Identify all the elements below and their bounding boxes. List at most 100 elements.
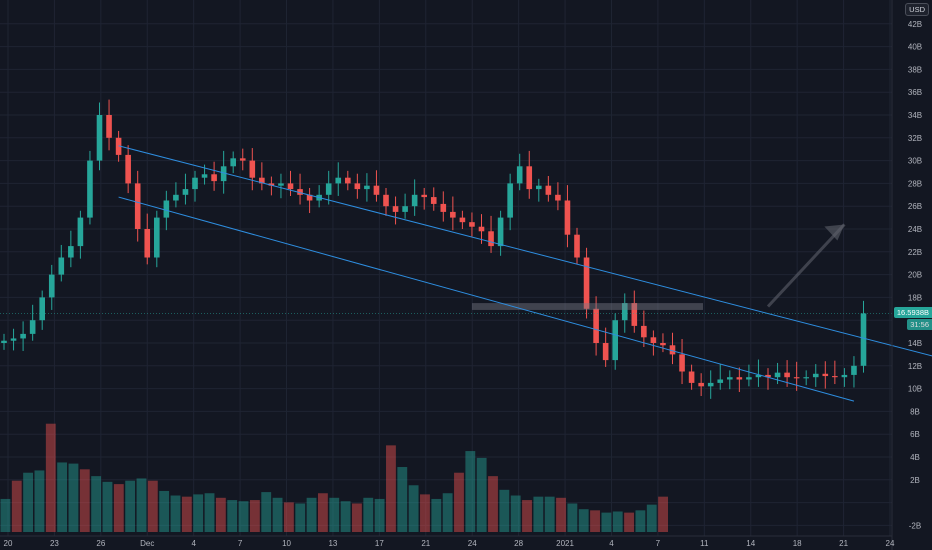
channel-upper-line bbox=[118, 145, 932, 357]
candle-body bbox=[68, 246, 74, 258]
candle-body bbox=[727, 377, 733, 380]
candle-body bbox=[39, 297, 45, 321]
candle bbox=[660, 333, 666, 353]
candle bbox=[402, 193, 408, 219]
candle bbox=[154, 210, 160, 268]
candle bbox=[631, 290, 638, 333]
candle bbox=[641, 310, 647, 347]
candle bbox=[574, 227, 580, 265]
volume-bar bbox=[442, 493, 453, 532]
volume-bar bbox=[204, 493, 215, 532]
volume-bar bbox=[510, 495, 521, 532]
candle-body bbox=[621, 303, 628, 321]
candle bbox=[392, 196, 399, 225]
price-axis[interactable]: -2B 2B 4B 6B 8B 10B 12B 14B 18B 20B 22B 24B 26B 28B 30… bbox=[891, 0, 922, 550]
candle-body bbox=[411, 194, 418, 207]
candle bbox=[230, 151, 236, 174]
volume-bar bbox=[499, 489, 510, 532]
time-tick-label: 17 bbox=[375, 539, 384, 548]
candle-body bbox=[58, 257, 65, 275]
candle-body bbox=[526, 166, 533, 190]
time-tick-label: 26 bbox=[96, 539, 105, 548]
price-tick-label: 2B bbox=[910, 476, 920, 485]
price-tick-label: 8B bbox=[910, 407, 920, 416]
candle bbox=[507, 173, 513, 231]
volume-bar bbox=[544, 496, 555, 532]
candle-body bbox=[746, 377, 752, 380]
candle bbox=[688, 364, 695, 390]
candle-body bbox=[345, 177, 351, 184]
candle-body bbox=[335, 177, 342, 184]
candle-body bbox=[1, 340, 7, 343]
volume-bar bbox=[272, 497, 283, 532]
candle-body bbox=[306, 194, 313, 201]
volume-bar bbox=[624, 512, 634, 532]
annotations bbox=[0, 145, 932, 402]
candle bbox=[125, 145, 131, 194]
price-tick-label: 38B bbox=[908, 65, 922, 74]
candle bbox=[602, 327, 609, 367]
resistance-zone bbox=[471, 303, 703, 310]
candle bbox=[430, 187, 437, 211]
time-tick-label: 7 bbox=[238, 539, 243, 548]
candle bbox=[727, 370, 733, 390]
time-axis[interactable]: 20 23 26 Dec 4 7 10 13 17 21 24 28 2021 4 7 11 14 18 21 24 bbox=[0, 535, 895, 548]
candle-body bbox=[679, 354, 685, 372]
candle-body bbox=[660, 343, 666, 346]
candle bbox=[211, 161, 217, 191]
volume-bar bbox=[567, 503, 578, 532]
time-tick-label: 21 bbox=[421, 539, 430, 548]
time-tick-label: Dec bbox=[140, 539, 154, 548]
volume-bar bbox=[476, 457, 487, 532]
volume-bar bbox=[488, 476, 498, 532]
candle bbox=[68, 230, 74, 268]
candle-body bbox=[77, 217, 84, 247]
volume-bar bbox=[601, 512, 612, 532]
candle-body bbox=[555, 194, 561, 201]
time-tick-label: 20 bbox=[4, 539, 13, 548]
volume-bar bbox=[578, 509, 589, 532]
volume-bar bbox=[352, 503, 362, 532]
volume-bar bbox=[408, 485, 419, 532]
candle bbox=[822, 361, 829, 389]
candle bbox=[10, 328, 17, 351]
candle-body bbox=[87, 160, 93, 218]
candle bbox=[345, 170, 351, 191]
candle bbox=[545, 175, 552, 202]
candle bbox=[459, 210, 466, 229]
candle-body bbox=[717, 379, 724, 383]
candle-body bbox=[392, 206, 399, 212]
candle-body bbox=[230, 158, 236, 167]
price-tick-label: 14B bbox=[908, 339, 922, 348]
candle-body bbox=[249, 160, 256, 178]
candle bbox=[182, 173, 189, 205]
candle bbox=[106, 99, 112, 151]
price-tick-label: 36B bbox=[908, 88, 922, 97]
candle bbox=[1, 333, 7, 350]
time-tick-label: 4 bbox=[609, 539, 614, 548]
currency-label[interactable]: USD bbox=[905, 3, 929, 16]
price-tick-label: 32B bbox=[908, 134, 922, 143]
volume-bar bbox=[612, 511, 623, 532]
candle bbox=[268, 176, 275, 196]
candle-body bbox=[793, 377, 800, 379]
candle-body bbox=[364, 185, 370, 190]
volume-bar bbox=[79, 469, 90, 532]
candle-body bbox=[631, 303, 638, 326]
candle bbox=[555, 182, 561, 211]
candles bbox=[1, 99, 867, 399]
volume-bar bbox=[102, 481, 113, 532]
candle-body bbox=[440, 203, 447, 212]
candle-body bbox=[201, 174, 208, 178]
time-tick-label: 10 bbox=[282, 539, 291, 548]
price-tick-label: 18B bbox=[908, 293, 922, 302]
candle-body bbox=[287, 183, 294, 190]
candle bbox=[77, 210, 84, 259]
candle-body bbox=[774, 372, 781, 378]
volume-bar bbox=[45, 423, 56, 532]
countdown-tag: 31:56 bbox=[907, 319, 932, 331]
volume-bar bbox=[329, 497, 340, 532]
candle bbox=[144, 213, 151, 265]
candle bbox=[746, 364, 752, 387]
